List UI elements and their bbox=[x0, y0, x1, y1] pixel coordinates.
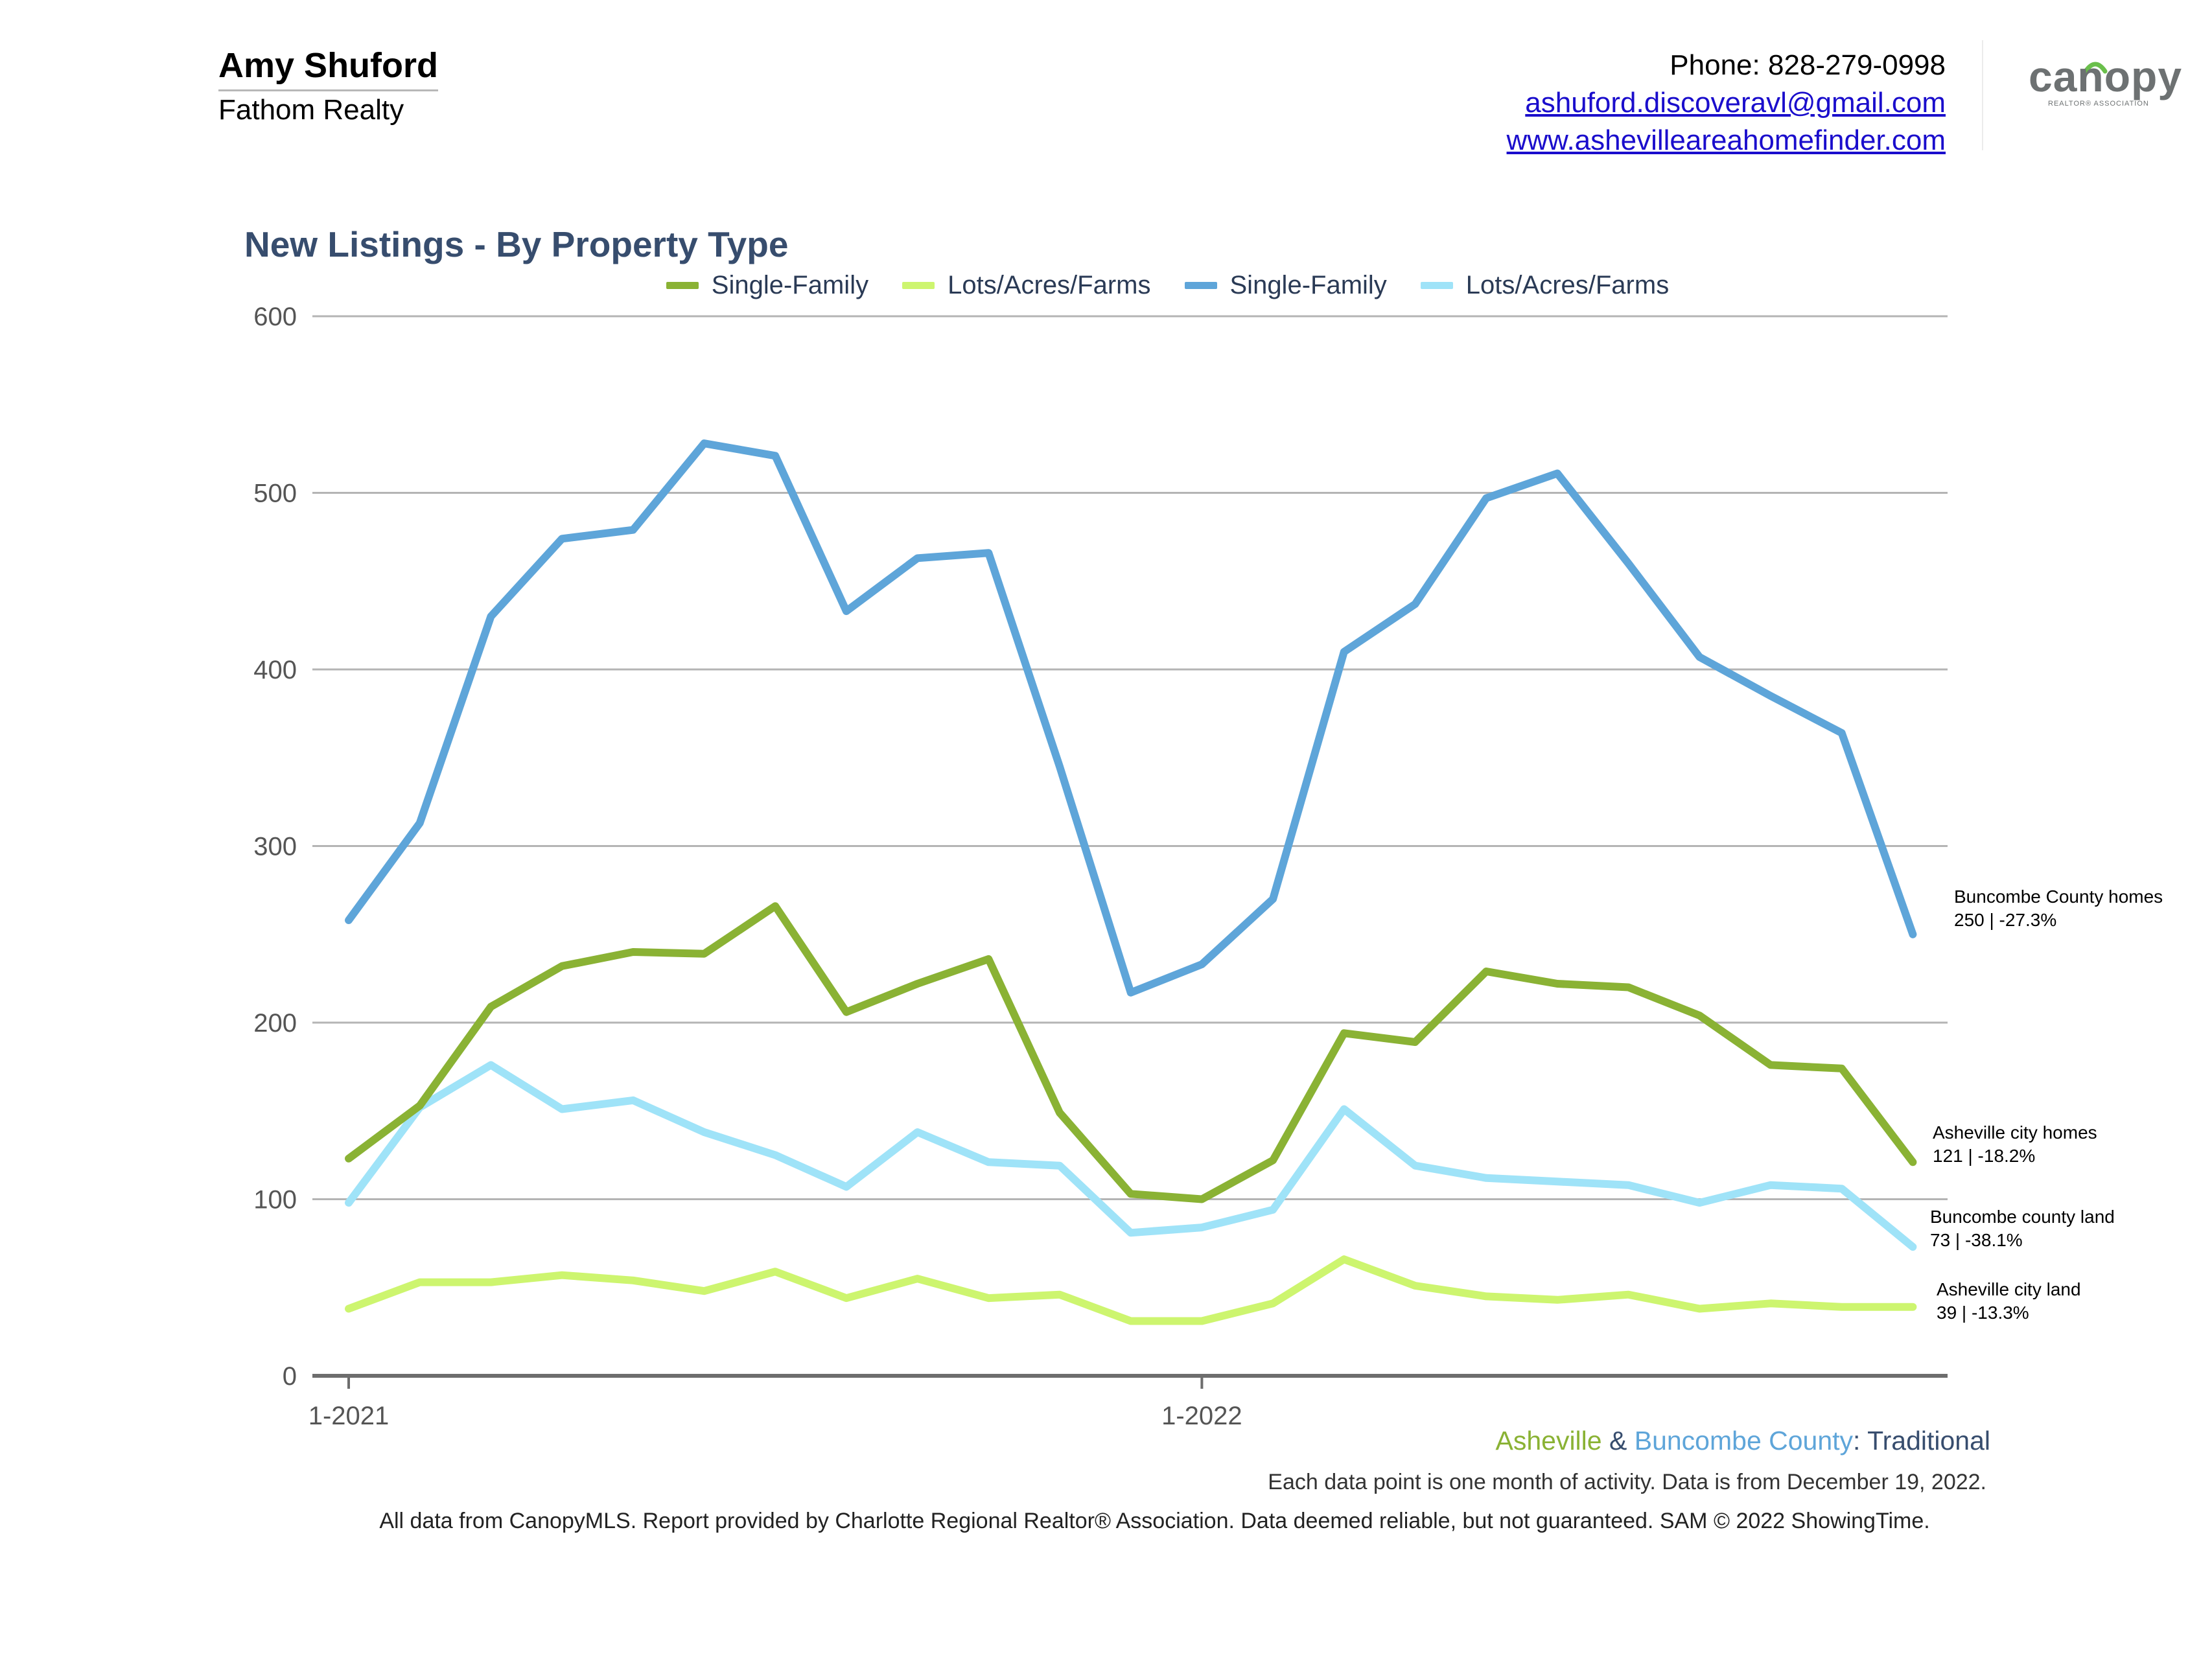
contact-block: Phone: 828-279-0998 ashuford.discoveravl… bbox=[1507, 47, 1946, 159]
legend-item[interactable]: Single-Family bbox=[1184, 271, 1387, 300]
logo-wordmark: canopy bbox=[2029, 52, 2183, 100]
y-tick-label: 600 bbox=[253, 303, 297, 331]
legend-label: Single-Family bbox=[1229, 271, 1387, 299]
y-tick-label: 100 bbox=[253, 1186, 297, 1214]
legend-label: Single-Family bbox=[711, 271, 869, 299]
end-label-value: 73 | -38.1% bbox=[1930, 1230, 2023, 1250]
legend-item[interactable]: Single-Family bbox=[666, 271, 868, 300]
series-line bbox=[345, 902, 1917, 1203]
phone-number: Phone: 828-279-0998 bbox=[1670, 49, 1946, 81]
subtitle-traditional: : Traditional bbox=[1853, 1426, 1990, 1456]
header-divider bbox=[1982, 40, 1983, 150]
data-note: Each data point is one month of activity… bbox=[1268, 1470, 1986, 1494]
end-label-value: 121 | -18.2% bbox=[1933, 1146, 2036, 1166]
chart-legend: Single-Family Lots/Acres/Farms Single-Fa… bbox=[0, 271, 2212, 300]
x-tick-label: 1-2022 bbox=[1161, 1402, 1242, 1430]
series-line bbox=[345, 439, 1917, 997]
subtitle-amp: & bbox=[1601, 1426, 1635, 1456]
legend-label: Lots/Acres/Farms bbox=[1465, 271, 1670, 299]
end-label-buncombe-homes: Buncombe County homes 250 | -27.3% bbox=[1954, 885, 2163, 932]
end-label-title: Asheville city land bbox=[1937, 1279, 2081, 1299]
end-label-title: Asheville city homes bbox=[1933, 1122, 2097, 1143]
end-label-asheville-land: Asheville city land 39 | -13.3% bbox=[1937, 1278, 2081, 1325]
x-tick-label: 1-2021 bbox=[309, 1402, 390, 1430]
agent-company: Fathom Realty bbox=[218, 94, 404, 126]
legend-item[interactable]: Lots/Acres/Farms bbox=[1420, 271, 1670, 300]
logo-subtext: REALTOR® ASSOCIATION bbox=[2048, 100, 2149, 108]
canopy-arc-icon bbox=[2083, 62, 2108, 74]
agent-name: Amy Shuford bbox=[218, 45, 439, 91]
legend-swatch bbox=[1420, 282, 1453, 289]
chart-subtitle: Asheville & Buncombe County: Traditional bbox=[1496, 1426, 1991, 1456]
subtitle-asheville: Asheville bbox=[1495, 1426, 1602, 1456]
footer-disclaimer: All data from CanopyMLS. Report provided… bbox=[379, 1509, 1930, 1533]
series-line bbox=[345, 1255, 1917, 1325]
canopy-logo: canopy REALTOR® ASSOCIATION bbox=[2029, 52, 2182, 108]
email-link[interactable]: ashuford.discoveravl@gmail.com bbox=[1525, 87, 1946, 119]
website-link[interactable]: www.ashevilleareahomefinder.com bbox=[1506, 124, 1946, 156]
end-label-asheville-homes: Asheville city homes 121 | -18.2% bbox=[1933, 1121, 2097, 1168]
y-tick-label: 0 bbox=[283, 1362, 297, 1391]
chart-title: New Listings - By Property Type bbox=[244, 224, 789, 264]
legend-item[interactable]: Lots/Acres/Farms bbox=[902, 271, 1151, 300]
legend-swatch bbox=[1184, 282, 1217, 289]
y-tick-label: 200 bbox=[253, 1009, 297, 1038]
legend-swatch bbox=[902, 282, 935, 289]
end-label-title: Buncombe County homes bbox=[1954, 887, 2163, 907]
y-tick-label: 400 bbox=[253, 656, 297, 684]
y-tick-label: 300 bbox=[253, 833, 297, 861]
series-line bbox=[345, 1061, 1917, 1251]
y-tick-label: 500 bbox=[253, 480, 297, 508]
legend-label: Lots/Acres/Farms bbox=[948, 271, 1151, 299]
end-label-value: 39 | -13.3% bbox=[1937, 1303, 2029, 1323]
legend-swatch bbox=[666, 282, 699, 289]
end-label-value: 250 | -27.3% bbox=[1954, 910, 2057, 930]
subtitle-buncombe: Buncombe County bbox=[1634, 1426, 1854, 1456]
end-label-buncombe-land: Buncombe county land 73 | -38.1% bbox=[1930, 1205, 2115, 1252]
end-label-title: Buncombe county land bbox=[1930, 1207, 2115, 1227]
